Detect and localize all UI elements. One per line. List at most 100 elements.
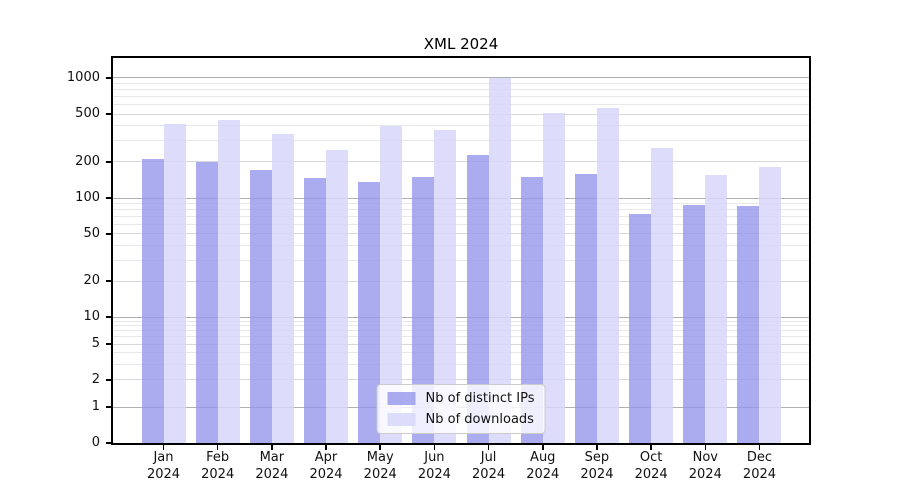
bar-nb-of-downloads-mar — [271, 134, 294, 443]
x-tick-mark — [433, 445, 436, 450]
gridline — [113, 379, 809, 381]
y-tick-mark — [105, 406, 113, 408]
y-tick-label: 100 — [75, 189, 100, 205]
x-tick-mark — [650, 445, 652, 450]
x-tick-label-jun: Jun 2024 — [402, 450, 466, 483]
chart-title: XML 2024 — [423, 35, 499, 53]
y-tick-mark — [105, 442, 113, 444]
gridline — [113, 233, 809, 235]
month-label: Oct — [639, 450, 663, 465]
legend-item: Nb of downloads — [387, 412, 535, 427]
y-tick-label: 200 — [75, 153, 100, 169]
x-tick-mark — [216, 445, 219, 450]
x-tick-label-apr: Apr 2024 — [294, 450, 358, 483]
month-label: Sep — [584, 450, 610, 465]
bar-nb-of-distinct-ips-sep — [574, 173, 597, 443]
x-tick-mark — [379, 445, 381, 450]
gridline — [113, 223, 809, 225]
y-tick-mark — [105, 316, 113, 318]
month-label: Mar — [259, 450, 285, 465]
year-label: 2024 — [201, 466, 235, 482]
gridline — [113, 197, 809, 199]
x-tick-label-may: May 2024 — [348, 450, 412, 483]
bar-nb-of-distinct-ips-feb — [195, 161, 218, 443]
bar-nb-of-distinct-ips-jan — [141, 158, 164, 443]
year-label: 2024 — [146, 466, 181, 482]
month-label: Jul — [480, 450, 497, 465]
legend-label: Nb of distinct IPs — [425, 391, 535, 406]
month-label: Apr — [314, 450, 338, 465]
bar-nb-of-distinct-ips-jun — [412, 176, 435, 443]
y-tick-mark — [105, 77, 113, 79]
bar-nb-of-downloads-apr — [326, 150, 349, 443]
month-label: Jan — [153, 450, 174, 465]
y-tick-mark — [105, 113, 113, 115]
gridline — [113, 125, 809, 127]
gridline — [113, 316, 809, 318]
bar-nb-of-distinct-ips-mar — [249, 170, 272, 443]
gridline — [113, 104, 809, 106]
x-tick-label-jan: Jan 2024 — [132, 450, 196, 483]
x-tick-label-dec: Dec 2024 — [727, 450, 791, 483]
bar-nb-of-distinct-ips-aug — [520, 177, 543, 443]
month-label: Dec — [746, 450, 773, 465]
y-tick-label: 50 — [83, 225, 100, 241]
gridline — [113, 161, 809, 163]
year-label: 2024 — [688, 466, 722, 482]
x-tick-label-oct: Oct 2024 — [619, 450, 683, 483]
gridline — [113, 343, 809, 345]
gridline — [113, 82, 809, 84]
y-tick-label: 2 — [91, 371, 100, 387]
bar-nb-of-downloads-feb — [217, 120, 240, 443]
bar-nb-of-downloads-aug — [542, 113, 565, 443]
month-label: Jun — [424, 450, 445, 465]
y-tick-label: 5 — [91, 336, 100, 352]
gridline — [113, 96, 809, 98]
gridline — [113, 77, 809, 79]
gridline — [113, 259, 809, 261]
y-tick-label: 20 — [83, 273, 100, 289]
x-tick-mark — [542, 445, 544, 450]
bar-nb-of-downloads-sep — [596, 108, 619, 443]
year-label: 2024 — [472, 466, 506, 482]
x-tick-mark — [487, 445, 490, 450]
y-tick-label: 10 — [83, 308, 100, 324]
gridline — [113, 140, 809, 142]
bar-nb-of-distinct-ips-dec — [737, 206, 760, 443]
x-tick-label-jul: Jul 2024 — [457, 450, 521, 483]
gridline — [113, 89, 809, 91]
x-tick-mark — [596, 445, 598, 450]
bar-nb-of-downloads-jun — [434, 129, 457, 443]
month-label: Nov — [692, 450, 718, 465]
y-tick-mark — [105, 161, 113, 163]
year-label: 2024 — [417, 466, 451, 482]
year-label: 2024 — [742, 466, 777, 482]
bar-nb-of-downloads-oct — [651, 147, 674, 443]
bar-nb-of-distinct-ips-oct — [629, 214, 652, 443]
gridline — [113, 320, 809, 322]
gridline — [113, 352, 809, 354]
legend-label: Nb of downloads — [425, 412, 534, 427]
gridline — [113, 325, 809, 327]
x-tick-label-nov: Nov 2024 — [673, 450, 737, 483]
y-tick-label: 500 — [75, 106, 100, 122]
month-label: Aug — [530, 450, 556, 465]
gridline — [113, 209, 809, 211]
year-label: 2024 — [255, 466, 289, 482]
y-tick-mark — [105, 233, 113, 235]
x-tick-label-feb: Feb 2024 — [186, 450, 250, 483]
bar-nb-of-downloads-may — [380, 126, 403, 443]
y-tick-label: 1000 — [66, 69, 100, 85]
x-tick-mark — [162, 445, 165, 450]
bar-nb-of-downloads-dec — [759, 166, 782, 443]
bar-nb-of-downloads-jul — [488, 77, 511, 443]
x-tick-mark — [271, 445, 273, 450]
y-tick-mark — [105, 280, 113, 282]
legend-swatch — [387, 392, 416, 405]
bar-nb-of-distinct-ips-jul — [466, 155, 489, 443]
legend-swatch — [387, 413, 416, 426]
bar-nb-of-downloads-jan — [163, 123, 186, 443]
year-label: 2024 — [580, 466, 614, 482]
month-label: May — [366, 450, 394, 465]
